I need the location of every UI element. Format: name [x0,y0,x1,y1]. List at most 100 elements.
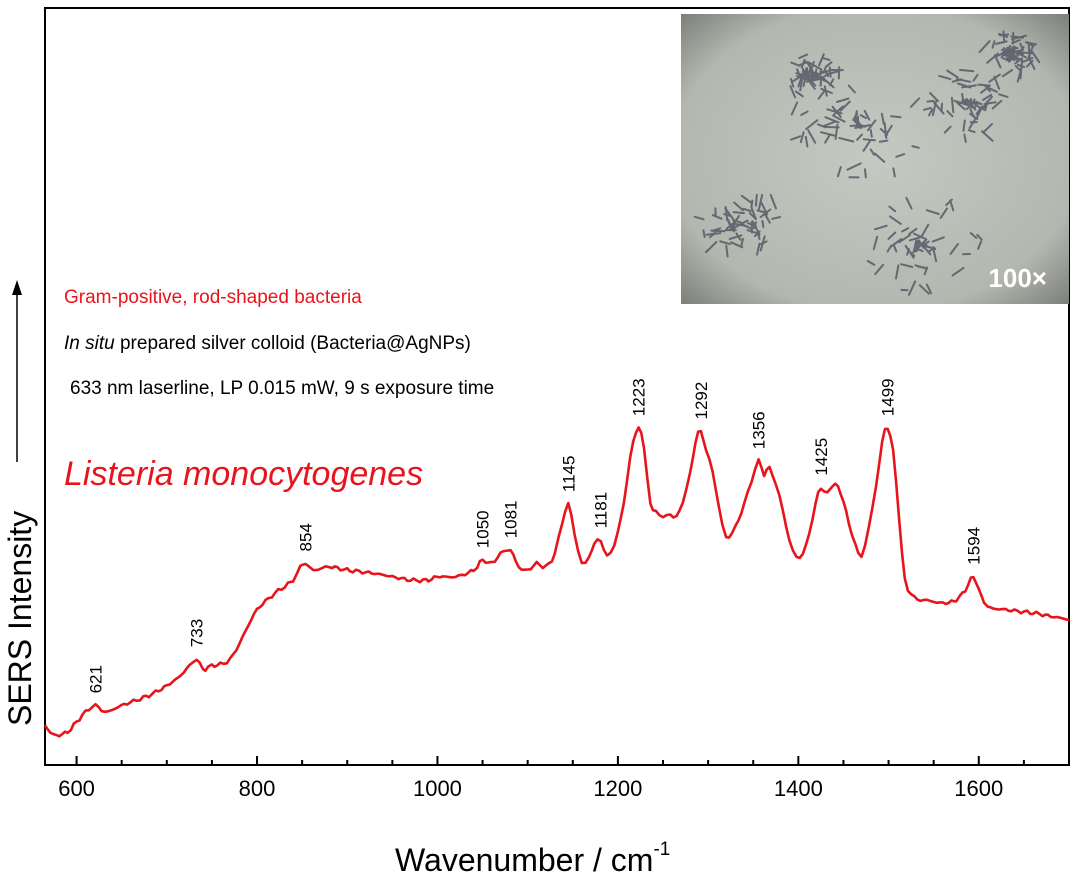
bacterium-rod [869,129,873,138]
bacterium-rod [873,152,886,163]
bacterium-rod [931,100,938,117]
bacterium-rod [1000,45,1012,59]
bacterium-rod [732,211,745,215]
x-tick-label: 1200 [593,776,642,801]
bacterium-rod [808,74,820,80]
bacterium-rod [977,240,983,250]
bacterium-rod [805,119,819,130]
bacterium-rod [991,99,1003,110]
bacterium-rod [969,232,978,239]
bacterium-rod [820,87,833,94]
bacterium-rod [977,83,991,87]
bacterium-rod [1025,41,1035,47]
bacterium-rod [833,105,844,116]
bacterium-rod [725,222,735,230]
bacterium-rod [797,78,802,88]
bacterium-rod [828,78,835,87]
bacterium-rod [828,66,832,78]
bacterium-rod [892,167,896,178]
bacterium-rod [915,239,927,249]
bacterium-rod [976,233,983,241]
bacterium-rod [799,131,805,144]
bacterium-rod [822,57,831,61]
bacterium-rod [826,108,843,115]
bacterium-rod [852,112,859,121]
bacterium-rod [874,263,885,276]
bacterium-rod [900,263,914,268]
peak-label: 1356 [750,411,769,449]
bacterium-rod [969,112,979,120]
bacterium-rod [907,249,916,257]
bacterium-rod [821,72,830,79]
bacterium-rod [760,202,769,216]
bacterium-rod [931,236,945,243]
bacterium-rod [733,219,749,229]
bacterium-rod [805,68,812,79]
bacterium-rod [800,58,806,69]
bacterium-rod [1006,46,1010,62]
bacterium-rod [963,133,967,143]
spectrum-line [43,426,1070,738]
bacterium-rod [709,231,717,239]
bacterium-rod [898,234,911,244]
bacterium-rod [923,107,932,111]
bacterium-rod [988,73,1001,83]
x-tick-label: 800 [239,776,276,801]
bacterium-rod [878,139,889,143]
bacterium-rod [967,129,976,134]
bacterium-rod [983,101,997,105]
annotation-colloid: In situ prepared silver colloid (Bacteri… [64,333,471,355]
bacterium-rod [998,93,1009,98]
bacterium-rod [981,95,993,109]
bacterium-rod [790,101,799,116]
bacterium-rod [790,77,795,88]
bacterium-rod [918,284,930,295]
x-ticks [75,756,1070,765]
x-tick-label: 600 [58,776,95,801]
bacterium-rod [922,240,930,246]
x-tick-label: 1600 [954,776,1003,801]
bacterium-rod [746,229,758,235]
magnification-label: 100× [988,263,1047,293]
x-tick-labels: 600 800 1000 1200 1400 1600 [58,776,1003,801]
bacterium-rod [693,215,705,221]
bacterium-rod [968,117,977,130]
bacterium-rod [1016,63,1026,68]
bacterium-rod [818,53,825,67]
bacterium-rod [839,100,851,112]
peak-label: 733 [188,619,207,647]
chart-title: Listeria monocytogenes [64,455,424,493]
y-arrow [12,280,22,462]
bacterium-rod [859,114,867,120]
bacterium-rod [888,205,897,213]
bacterium-rod [854,116,859,125]
peak-label: 1425 [812,438,831,476]
bacterium-rod [800,110,809,116]
bacterium-rod [741,223,752,230]
bacterium-rod [817,89,826,100]
bacterium-rod [711,214,723,220]
bacterium-rod [790,135,802,141]
bacterium-rod [963,101,980,105]
bacterium-rod [998,33,1009,38]
bacterium-rod [794,90,804,98]
peak-label: 1181 [592,492,611,529]
peak-label: 1223 [630,378,649,416]
bacterium-rod [820,131,836,137]
bacterium-rod [769,194,777,210]
bacterium-rod [986,52,999,64]
bacterium-rod [863,109,871,121]
bacterium-rod [1002,47,1013,58]
bacterium-rod [1007,46,1014,54]
bacterium-rod [869,148,876,156]
bacterium-rod [925,209,940,215]
bacterium-rod [836,166,842,178]
peak-label: 1145 [559,456,578,493]
microscope-inset-image: 100× [681,14,1069,304]
peak-label: 1499 [879,378,898,416]
x-axis-label: Wavenumber / cm-1 [395,839,670,879]
bacterium-rod [705,241,718,254]
bacterium-rod [846,162,862,171]
bacterium-rod [974,104,986,111]
